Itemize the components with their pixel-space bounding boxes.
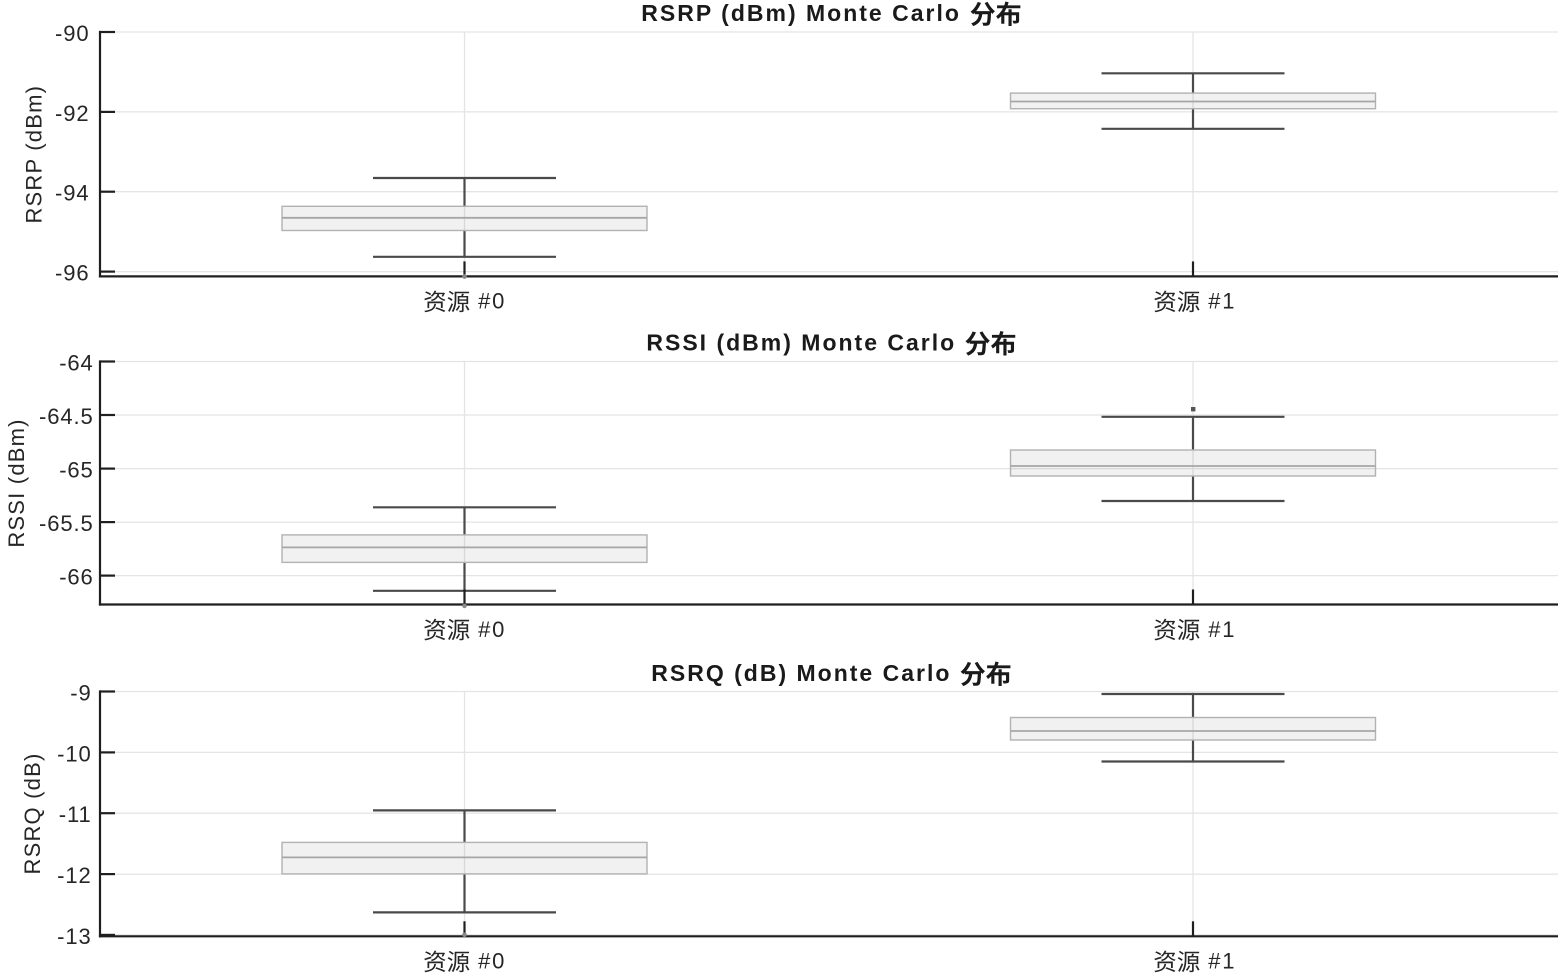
svg-text:RSRP (dBm) Monte Carlo: RSRP (dBm) Monte Carlo: [641, 0, 961, 26]
svg-text:-12: -12: [57, 863, 92, 888]
svg-text:RSRQ (dB): RSRQ (dB): [20, 752, 45, 874]
svg-text:#0: #0: [470, 289, 506, 314]
svg-text:-65.5: -65.5: [39, 511, 94, 536]
svg-text:#1: #1: [1200, 617, 1236, 642]
svg-text:-9: -9: [70, 681, 91, 706]
svg-text:-64: -64: [59, 351, 94, 376]
svg-text:-66: -66: [59, 565, 94, 590]
svg-text:RSSI (dBm): RSSI (dBm): [4, 418, 29, 547]
svg-text:RSRP (dBm): RSRP (dBm): [22, 85, 47, 224]
svg-text:-13: -13: [57, 924, 92, 949]
svg-text:#1: #1: [1200, 289, 1236, 314]
svg-text:-94: -94: [55, 181, 90, 206]
svg-text:-96: -96: [55, 261, 90, 286]
svg-text:-64.5: -64.5: [39, 404, 94, 429]
svg-text:#0: #0: [470, 949, 506, 974]
svg-text:#1: #1: [1200, 949, 1236, 974]
svg-text:-11: -11: [59, 802, 92, 827]
svg-text:RSSI (dBm) Monte Carlo: RSSI (dBm) Monte Carlo: [646, 330, 956, 356]
svg-text:-65: -65: [59, 458, 94, 483]
svg-text:-10: -10: [57, 741, 92, 766]
svg-text:-90: -90: [55, 21, 90, 46]
svg-text:#0: #0: [470, 617, 506, 642]
svg-text:-92: -92: [55, 101, 90, 126]
svg-text:RSRQ (dB) Monte Carlo: RSRQ (dB) Monte Carlo: [651, 660, 951, 686]
